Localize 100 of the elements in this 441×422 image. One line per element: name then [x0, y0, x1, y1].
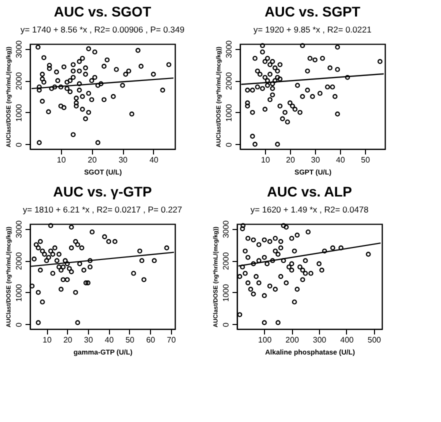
- point: [32, 256, 37, 262]
- text: y= 1620 + 1.49 *x , R2= 0.0478: [250, 204, 369, 214]
- point: [250, 261, 256, 266]
- point: [262, 254, 267, 260]
- point: [88, 264, 93, 270]
- x-tick-label: 10: [42, 336, 52, 344]
- point: [242, 270, 248, 276]
- point: [272, 286, 278, 292]
- point: [40, 299, 45, 304]
- point: [66, 266, 72, 272]
- point: [250, 237, 256, 242]
- y-tick-label: 2000: [14, 252, 24, 270]
- point: [75, 242, 80, 248]
- point: [292, 299, 297, 304]
- point: [322, 248, 328, 254]
- point: [64, 277, 70, 282]
- point: [270, 258, 276, 264]
- point: [75, 320, 80, 326]
- text: y= 1740 + 8.56 *x , R2= 0.00906 , P= 0.349: [20, 24, 185, 34]
- point: [90, 229, 95, 234]
- point: [68, 269, 74, 274]
- y-tick-label: 1000: [14, 283, 24, 302]
- point: [262, 293, 267, 298]
- point: [289, 261, 294, 266]
- point: [50, 252, 56, 257]
- point: [278, 274, 284, 279]
- point: [48, 223, 54, 228]
- point: [106, 239, 112, 244]
- chart-title: AUC vs. SGOT: [54, 3, 152, 20]
- point: [300, 277, 306, 282]
- point: [34, 242, 39, 248]
- point: [58, 268, 64, 273]
- text: y= 1810 + 6.21 *x , R2= 0.0217 , P= 0.227: [22, 204, 182, 214]
- y-tick-label: 3000: [222, 220, 230, 238]
- point: [297, 264, 302, 270]
- text: y= 1920 + 9.85 *x , R2= 0.0221: [254, 24, 372, 34]
- point: [73, 290, 78, 295]
- point: [292, 248, 297, 254]
- point: [300, 268, 306, 273]
- point: [316, 261, 322, 266]
- point: [77, 261, 82, 266]
- x-tick-label: 400: [340, 336, 354, 344]
- point: [50, 270, 56, 276]
- x-tick-label: 20: [286, 156, 296, 164]
- point: [240, 264, 245, 270]
- y-tick-label: 2000: [222, 252, 230, 270]
- point: [267, 239, 272, 244]
- point: [164, 245, 170, 250]
- point: [131, 270, 136, 276]
- point: [46, 254, 52, 260]
- y-tick-label: 3000: [14, 220, 24, 238]
- x-tick-label: 40: [149, 156, 159, 164]
- point: [278, 239, 284, 244]
- point: [289, 268, 294, 273]
- point: [56, 252, 62, 257]
- point: [83, 280, 88, 286]
- x-tick-label: 40: [104, 336, 114, 344]
- y-tick-label: 1000: [14, 103, 24, 122]
- point: [294, 232, 300, 238]
- point: [245, 280, 250, 286]
- point: [30, 284, 35, 289]
- point: [73, 239, 78, 244]
- point: [330, 245, 336, 250]
- x-tick-label: 20: [63, 336, 73, 344]
- point: [262, 237, 267, 242]
- x-tick-label: 30: [84, 336, 94, 344]
- point: [294, 286, 300, 292]
- point: [272, 236, 278, 241]
- point: [240, 226, 245, 232]
- point: [112, 239, 118, 244]
- point: [137, 248, 142, 254]
- point: [248, 286, 254, 292]
- point: [281, 258, 286, 264]
- point: [52, 245, 58, 250]
- point: [242, 248, 248, 254]
- point: [245, 236, 250, 241]
- point: [262, 320, 267, 326]
- point: [81, 268, 86, 273]
- point: [36, 245, 41, 250]
- point: [256, 280, 262, 286]
- point: [58, 286, 64, 292]
- chart-title: AUC vs. SGPT: [264, 3, 361, 20]
- x-tick-label: 200: [286, 336, 300, 344]
- point: [281, 223, 286, 228]
- point: [284, 280, 289, 286]
- point: [44, 258, 50, 264]
- point: [272, 248, 278, 254]
- y-tick-label: 0: [14, 142, 24, 147]
- point: [88, 258, 93, 264]
- point: [306, 229, 311, 234]
- x-tick-label: 500: [368, 336, 382, 344]
- point: [40, 248, 45, 254]
- x-tick-label: 50: [361, 156, 370, 164]
- x-tick-label: 50: [125, 336, 135, 344]
- x-tick-label: 70: [166, 336, 176, 344]
- y-tick-label: 2000: [14, 72, 24, 90]
- point: [366, 252, 371, 257]
- point: [302, 270, 308, 276]
- point: [56, 264, 62, 270]
- y-tick-label: 0: [222, 322, 230, 327]
